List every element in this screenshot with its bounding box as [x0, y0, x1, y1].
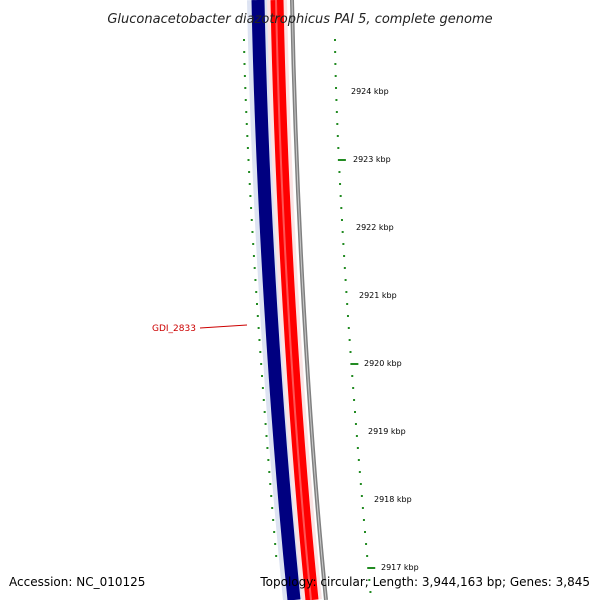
tick-label-2924: 2924 kbp [351, 87, 389, 96]
accession-text: Accession: NC_010125 [9, 575, 145, 589]
tick-label-2919: 2919 kbp [368, 427, 406, 436]
tick-label-2917: 2917 kbp [381, 563, 419, 572]
gene-label-gdi-2833[interactable]: GDI_2833 [152, 324, 196, 334]
reverse-strand-track [270, 0, 319, 600]
tick-label-2918: 2918 kbp [374, 495, 412, 504]
forward-strand-track [251, 0, 301, 600]
reverse-strand-highlight [275, 0, 312, 600]
tick-label-2923: 2923 kbp [353, 155, 391, 164]
tick-labels: 2924 kbp 2923 kbp 2922 kbp 2921 kbp 2920… [351, 87, 419, 572]
gene-label-leader-line [199, 324, 248, 329]
genome-summary-text: Topology: circular; Length: 3,944,163 bp… [259, 575, 590, 589]
tick-label-2920: 2920 kbp [364, 359, 402, 368]
right-tick-marks [334, 39, 376, 593]
left-tick-marks [243, 39, 278, 557]
map-title: Gluconacetobacter diazotrophicus PAI 5, … [107, 12, 492, 27]
tick-label-2922: 2922 kbp [356, 223, 394, 232]
backbone-highlight [291, 0, 327, 600]
genome-tracks [251, 0, 328, 600]
tick-label-2921: 2921 kbp [359, 291, 397, 300]
